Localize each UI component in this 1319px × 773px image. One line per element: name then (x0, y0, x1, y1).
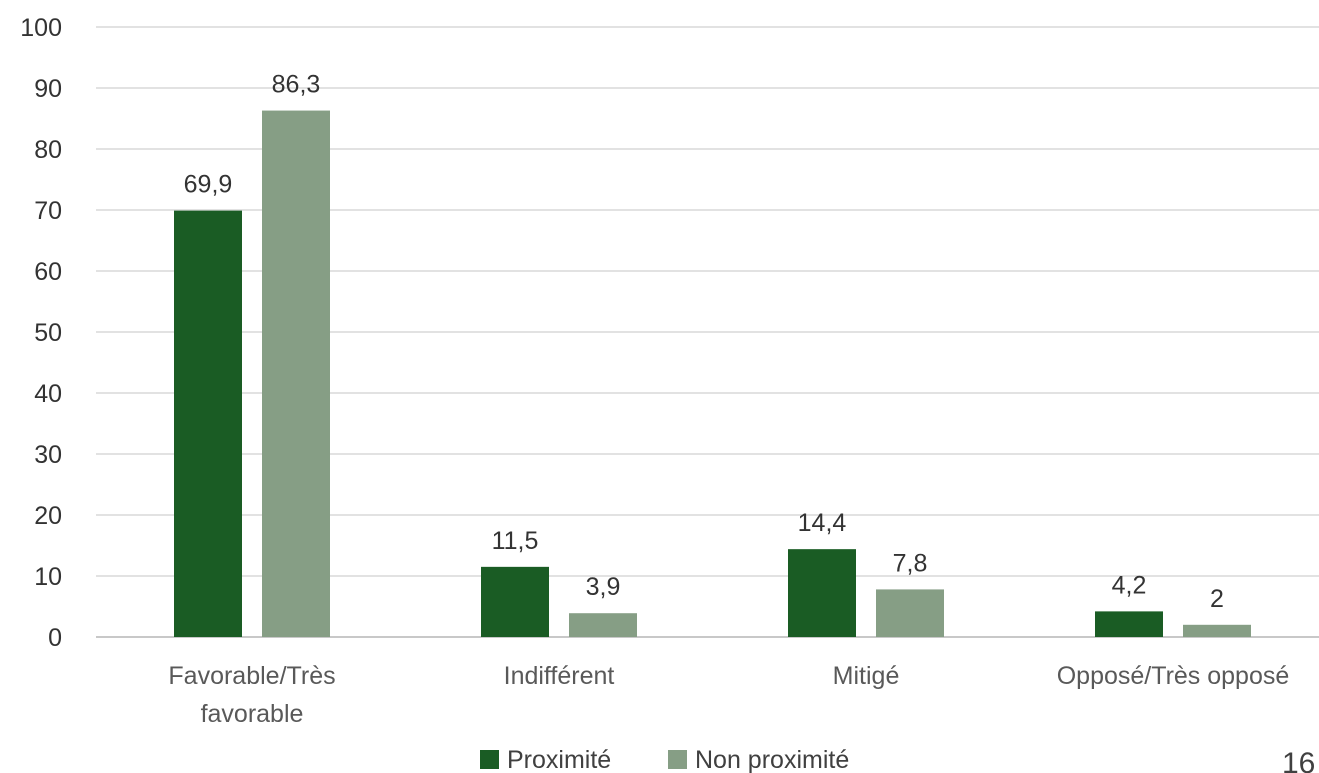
y-tick-label: 100 (20, 14, 62, 42)
bar (1183, 624, 1251, 637)
data-label: 14,4 (798, 509, 847, 537)
data-labels: 69,9 11,5 14,4 4,2 86,3 3,9 7,8 2 (184, 71, 1224, 613)
bar (788, 549, 856, 637)
bar (569, 613, 637, 637)
data-label: 4,2 (1112, 571, 1147, 599)
bar (876, 589, 944, 637)
category-label: Mitigé (833, 662, 900, 690)
y-tick-label: 70 (34, 197, 62, 225)
legend: Proximité Non proximité (480, 746, 849, 773)
bar (262, 110, 330, 637)
data-label: 11,5 (492, 527, 539, 555)
y-tick-label: 90 (34, 75, 62, 103)
data-label: 3,9 (586, 573, 621, 601)
y-tick-label: 80 (34, 136, 62, 164)
y-tick-label: 10 (34, 563, 62, 591)
category-label: Opposé/Très opposé (1057, 662, 1290, 690)
y-tick-label: 20 (34, 502, 62, 530)
category-label: Favorable/Très favorable (168, 662, 335, 728)
category-label: Indifférent (504, 662, 615, 690)
data-label: 7,8 (893, 549, 928, 577)
data-label: 69,9 (184, 171, 233, 199)
legend-label: Non proximité (695, 746, 849, 773)
bar (1095, 611, 1163, 637)
bars (174, 110, 1251, 638)
legend-swatch (480, 750, 499, 769)
y-tick-label: 40 (34, 380, 62, 408)
page-number: 16 (1282, 747, 1315, 773)
y-tick-label: 50 (34, 319, 62, 347)
y-axis: 0 10 20 30 40 50 60 70 80 90 100 (20, 14, 62, 652)
data-label: 86,3 (272, 71, 321, 99)
legend-swatch (668, 750, 687, 769)
bar (481, 566, 549, 637)
y-tick-label: 0 (48, 624, 62, 652)
x-axis: Favorable/Très favorable Indifférent Mitigé… (168, 662, 1289, 728)
bar (174, 210, 242, 638)
data-label: 2 (1210, 585, 1224, 613)
y-tick-label: 60 (34, 258, 62, 286)
legend-label: Proximité (507, 746, 611, 773)
y-tick-label: 30 (34, 441, 62, 469)
